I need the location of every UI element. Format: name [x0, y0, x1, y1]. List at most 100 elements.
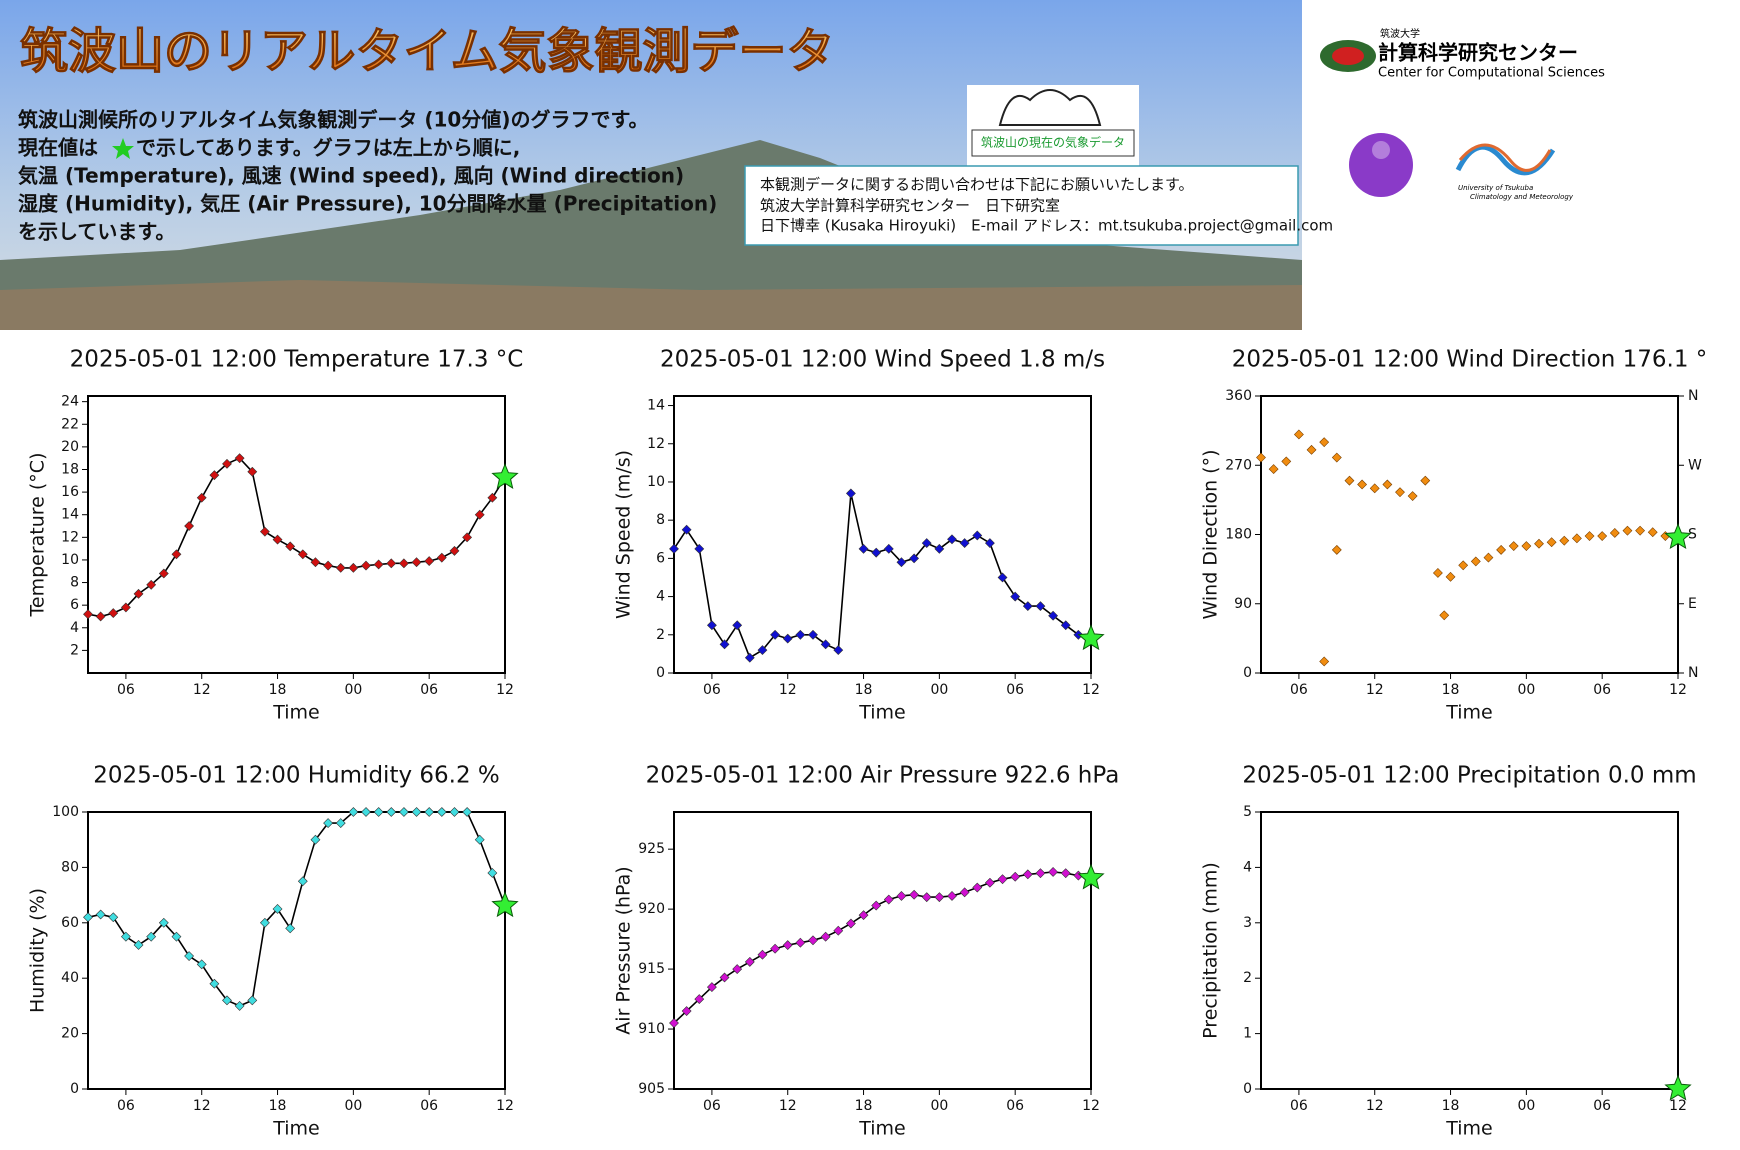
plot-frame: [673, 395, 1092, 674]
data-point: [411, 557, 422, 568]
data-point: [732, 964, 743, 975]
x-tick-label: 12: [496, 1098, 514, 1114]
data-point: [1647, 527, 1658, 538]
data-point: [386, 807, 397, 817]
data-point: [247, 466, 258, 477]
x-tick-label: 12: [779, 1098, 797, 1114]
data-point: [1395, 487, 1405, 498]
y2-tick-label: E: [1688, 596, 1697, 612]
data-point: [209, 978, 220, 989]
data-point: [997, 874, 1008, 885]
data-point: [348, 562, 359, 573]
data-point: [272, 534, 283, 545]
data-point: [1331, 544, 1342, 555]
data-point: [833, 925, 844, 936]
data-point: [1344, 475, 1355, 486]
data-point: [424, 556, 435, 566]
data-point: [120, 931, 131, 942]
x-tick-label: 06: [703, 1098, 721, 1114]
data-point: [398, 807, 409, 817]
field: [0, 280, 1302, 330]
chart-panel: 2025-05-01 12:00 Air Pressure 922.6 hPa 9…: [613, 763, 1120, 1140]
data-point: [474, 834, 485, 845]
data-point: [1035, 868, 1046, 879]
emblem: [1349, 133, 1413, 197]
data-point: [1357, 479, 1368, 490]
data-point: [1445, 571, 1456, 582]
data-point: [449, 807, 460, 817]
y-tick-label: 910: [638, 1021, 665, 1037]
contact-line: 日下博幸 (Kusaka Hiroyuki) E-mail アドレス：mt.ts…: [760, 217, 1333, 235]
data-point: [1268, 464, 1279, 475]
data-point: [1382, 479, 1393, 490]
y-tick-label: 60: [61, 915, 79, 931]
data-point: [1559, 535, 1570, 546]
data-point: [694, 543, 705, 554]
data-point: [719, 639, 730, 650]
data-point: [1420, 475, 1431, 486]
y-tick-label: 10: [647, 474, 665, 490]
y-tick-label: 18: [61, 461, 79, 477]
y-axis-label: Temperature (°C): [27, 453, 49, 618]
data-point: [171, 931, 182, 942]
data-point: [808, 629, 818, 640]
y-tick-label: 915: [638, 961, 665, 977]
data-point: [272, 904, 283, 914]
x-tick-label: 18: [269, 1098, 287, 1114]
data-point: [373, 807, 384, 817]
y-axis-label: Wind Speed (m/s): [613, 450, 635, 619]
star-icon: [112, 138, 134, 159]
y2-tick-label: N: [1688, 665, 1698, 681]
y-tick-label: 2: [70, 642, 79, 658]
x-tick-label: 12: [1366, 682, 1384, 698]
chart-panel: 2025-05-01 12:00 Temperature 17.3 °C2468…: [27, 347, 524, 724]
data-point: [184, 951, 195, 961]
x-tick-label: 00: [930, 1098, 948, 1114]
x-tick-label: 18: [855, 682, 873, 698]
data-point: [1622, 525, 1633, 536]
data-point: [1584, 531, 1595, 541]
description: を示しています。: [18, 220, 175, 244]
data-point: [1407, 491, 1418, 501]
data-point: [770, 943, 781, 954]
x-tick-label: 18: [1442, 682, 1460, 698]
logo-text: Climatology and Meteorology: [1470, 193, 1574, 201]
y-tick-label: 8: [656, 512, 665, 528]
data-point: [196, 492, 207, 503]
y2-tick-label: W: [1688, 457, 1702, 473]
data-point: [1010, 591, 1021, 602]
data-point: [997, 572, 1008, 583]
y-tick-label: 14: [647, 398, 665, 414]
chart-title: 2025-05-01 12:00 Precipitation 0.0 mm: [1242, 763, 1696, 789]
y-tick-label: 3: [1243, 915, 1252, 931]
x-tick-label: 06: [117, 682, 135, 698]
data-point: [462, 807, 473, 817]
x-tick-label: 00: [1517, 682, 1535, 698]
emblem: [1372, 141, 1390, 159]
chart-title: 2025-05-01 12:00 Wind Speed 1.8 m/s: [660, 347, 1105, 373]
y-tick-label: 0: [70, 1081, 79, 1097]
data-point: [1010, 871, 1021, 882]
y-axis-label: Precipitation (mm): [1200, 862, 1222, 1039]
data-point: [424, 807, 435, 817]
page-title: 筑波山のリアルタイム気象観測データ: [20, 24, 835, 80]
y-tick-label: 925: [638, 841, 665, 857]
x-axis-label: Time: [858, 702, 906, 724]
logo-text: Center for Computational Sciences: [1378, 66, 1605, 81]
data-point: [95, 611, 106, 622]
current-star: [1077, 863, 1105, 890]
data-point: [706, 982, 717, 992]
data-point: [1483, 552, 1494, 563]
data-point: [947, 534, 957, 545]
x-tick-label: 06: [1006, 1098, 1024, 1114]
data-line: [673, 493, 1092, 659]
data-point: [83, 912, 93, 923]
data-point: [83, 609, 93, 620]
data-point: [474, 509, 485, 520]
data-point: [947, 891, 957, 901]
data-point: [858, 910, 869, 921]
data-point: [184, 521, 195, 531]
x-axis-label: Time: [1445, 1118, 1493, 1140]
plot-frame: [1260, 811, 1679, 1090]
data-point: [209, 470, 220, 481]
